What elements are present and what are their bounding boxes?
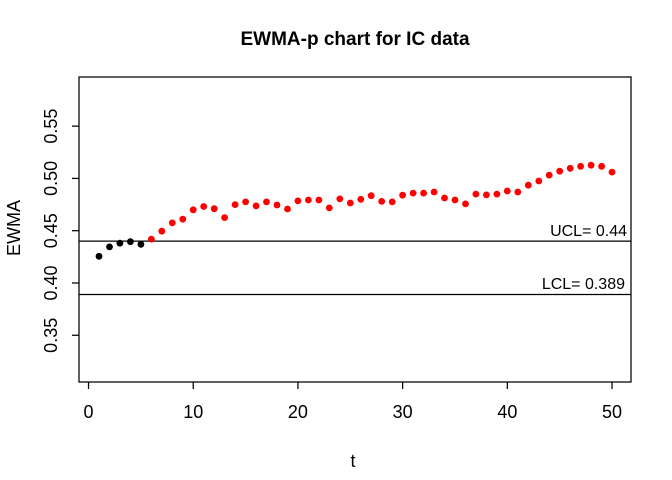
x-tick-label: 0 [84, 402, 94, 422]
x-tick-label: 50 [602, 402, 622, 422]
data-point [179, 215, 187, 223]
y-tick-label: 0.50 [41, 161, 61, 196]
data-point [284, 205, 291, 213]
data-point [305, 196, 312, 204]
data-point [95, 252, 103, 260]
data-point [608, 168, 616, 176]
y-tick-label: 0.45 [41, 213, 61, 248]
data-point [420, 189, 427, 197]
data-point [367, 192, 375, 200]
data-point [535, 177, 543, 185]
y-tick-label: 0.55 [41, 109, 61, 144]
data-point [336, 195, 344, 203]
y-tick-label: 0.35 [41, 318, 61, 353]
data-point [158, 227, 166, 235]
data-point [273, 201, 281, 209]
data-point [430, 188, 438, 196]
plot-border [78, 76, 632, 383]
data-point [221, 214, 229, 222]
data-point [346, 199, 354, 207]
data-point [168, 219, 176, 227]
chart-title: EWMA-p chart for IC data [240, 29, 470, 50]
data-point [388, 198, 396, 206]
data-point [210, 205, 218, 213]
x-tick-label: 30 [393, 402, 413, 422]
x-tick-label: 20 [288, 402, 308, 422]
data-point [409, 189, 417, 197]
data-point [148, 235, 155, 243]
x-tick-label: 40 [497, 402, 517, 422]
data-point [524, 181, 532, 189]
data-point [294, 197, 302, 205]
data-point [556, 167, 564, 175]
y-tick-label: 0.40 [41, 265, 61, 300]
data-point [263, 198, 270, 206]
ucl-label: UCL= 0.44 [550, 223, 627, 240]
data-point [587, 161, 595, 169]
data-point [493, 190, 501, 198]
data-point [545, 171, 553, 179]
data-point [325, 204, 333, 212]
data-point [514, 188, 522, 196]
data-point [357, 195, 365, 203]
data-point [483, 191, 490, 199]
data-point [472, 190, 480, 198]
y-axis-title: EWMA [4, 200, 24, 256]
data-point [315, 196, 323, 204]
data-point [462, 200, 469, 208]
data-point [566, 164, 574, 172]
data-point [137, 240, 145, 248]
data-point [378, 198, 386, 205]
x-tick-label: 10 [183, 402, 203, 422]
data-point [106, 243, 113, 251]
data-point [116, 239, 124, 247]
data-point [441, 194, 448, 202]
data-point [451, 196, 459, 204]
data-point [126, 238, 134, 246]
data-point [200, 203, 208, 210]
data-point [399, 191, 406, 199]
data-point [189, 206, 197, 214]
data-point [503, 187, 511, 195]
x-axis-title: t [350, 451, 356, 471]
data-point [598, 162, 605, 170]
data-point [577, 162, 584, 170]
data-point [242, 198, 250, 206]
data-point [252, 202, 260, 210]
lcl-label: LCL= 0.389 [541, 276, 625, 293]
data-point [231, 201, 239, 209]
